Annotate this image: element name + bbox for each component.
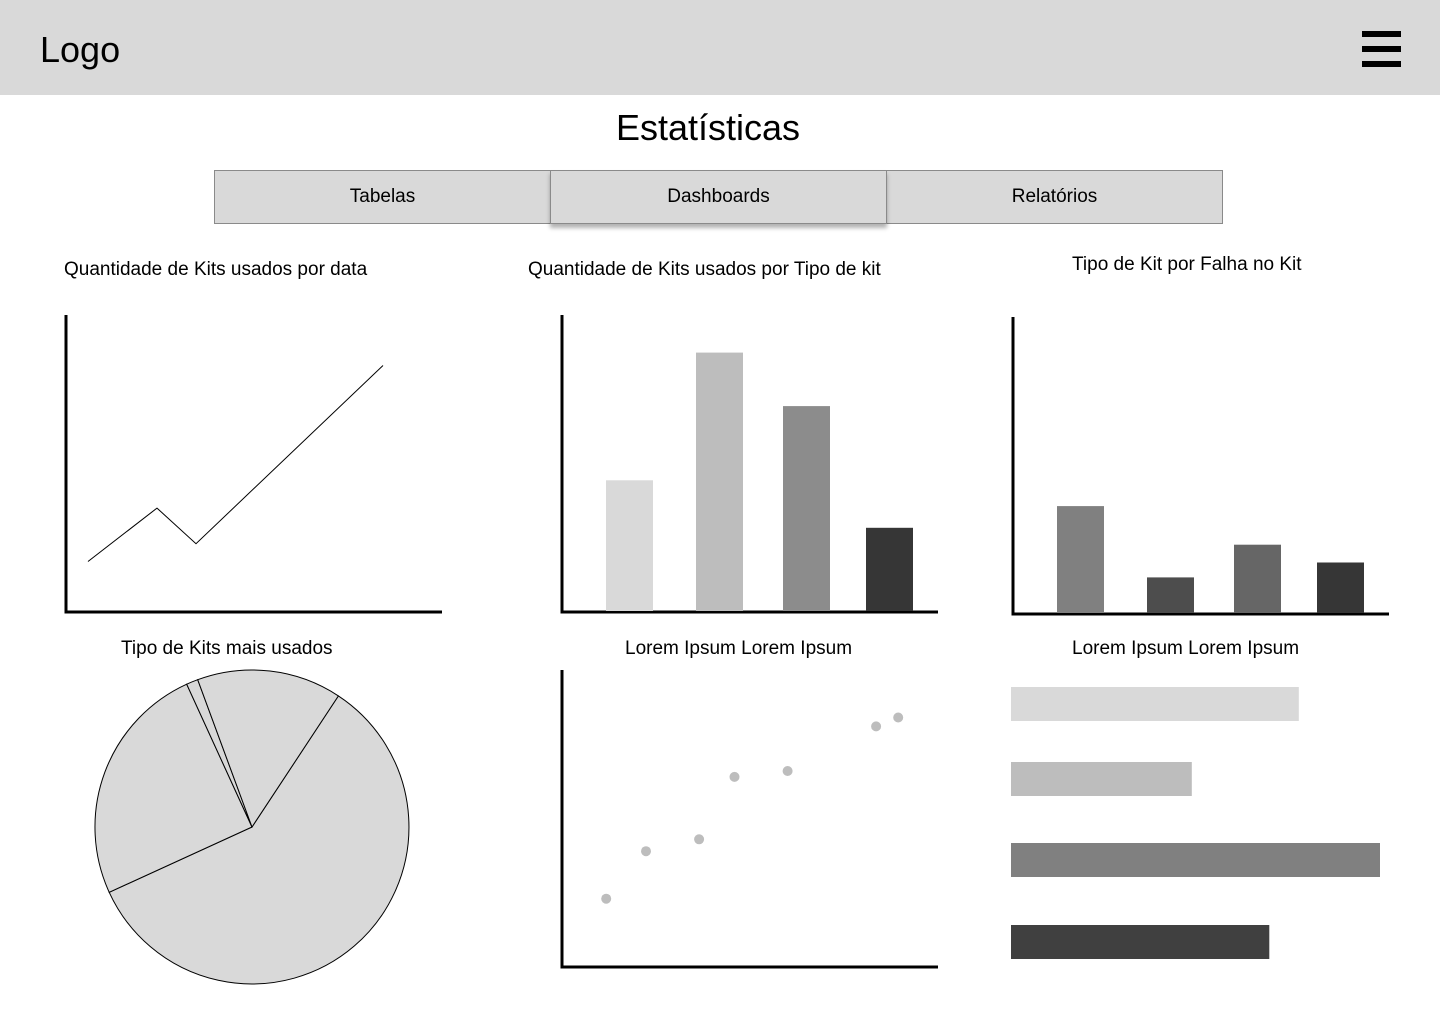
pie-slice-1 bbox=[108, 695, 410, 985]
bar-chart-axes bbox=[560, 315, 938, 614]
kit-type-bar-4 bbox=[866, 527, 913, 611]
bar-chart-title: Quantidade de Kits usados por Tipo de ki… bbox=[528, 259, 881, 280]
hbar-4 bbox=[1011, 925, 1270, 959]
scatter-point-4 bbox=[729, 771, 740, 782]
hbar-chart-plot bbox=[1011, 687, 1380, 959]
hamburger-menu-icon[interactable] bbox=[1362, 31, 1401, 67]
kit-type-bar-3 bbox=[783, 406, 830, 611]
menu-line-bottom bbox=[1362, 61, 1401, 67]
line-chart-title: Quantidade de Kits usados por data bbox=[64, 259, 368, 280]
line-chart-axes bbox=[64, 315, 442, 614]
pie-slice-4 bbox=[197, 669, 340, 829]
header-bar: Logo bbox=[0, 0, 1440, 95]
tab-bar: Tabelas Dashboards Relatórios bbox=[214, 170, 1223, 224]
tab-relatorios[interactable]: Relatórios bbox=[886, 170, 1223, 224]
bar-chart-plot bbox=[606, 352, 913, 611]
scatter-point-6 bbox=[871, 721, 882, 732]
menu-line-middle bbox=[1362, 46, 1401, 52]
line-chart-plot bbox=[87, 365, 384, 562]
failure-bar-3 bbox=[1234, 544, 1281, 613]
failure-bar-2 bbox=[1147, 577, 1194, 613]
pie-chart-plot bbox=[94, 669, 410, 985]
line-series bbox=[87, 365, 384, 562]
failure-bar-1 bbox=[1057, 506, 1104, 613]
scatter-point-1 bbox=[601, 893, 612, 904]
hbar-2 bbox=[1011, 762, 1192, 796]
scatter-point-2 bbox=[641, 846, 651, 857]
hbar-3 bbox=[1011, 843, 1380, 877]
failure-bar-4 bbox=[1317, 562, 1364, 613]
tab-dashboards[interactable]: Dashboards bbox=[550, 170, 887, 224]
scatter-point-7 bbox=[893, 712, 904, 723]
failure-chart-plot bbox=[1057, 506, 1364, 613]
pie-chart-title: Tipo de Kits mais usados bbox=[121, 638, 333, 659]
scatter-chart-title: Lorem Ipsum Lorem Ipsum bbox=[625, 638, 853, 659]
hbar-1 bbox=[1011, 687, 1299, 721]
scatter-point-5 bbox=[782, 766, 793, 776]
scatter-chart-plot bbox=[601, 712, 904, 904]
kit-type-bar-2 bbox=[696, 352, 743, 611]
scatter-chart-axes bbox=[560, 670, 938, 969]
menu-line-top bbox=[1362, 31, 1401, 37]
logo[interactable]: Logo bbox=[40, 29, 121, 70]
pie-slice-2 bbox=[94, 683, 253, 893]
tab-tabelas[interactable]: Tabelas bbox=[214, 170, 551, 224]
scatter-point-3 bbox=[694, 834, 705, 845]
kit-type-bar-1 bbox=[606, 480, 653, 611]
failure-chart-title: Tipo de Kit por Falha no Kit bbox=[1072, 254, 1302, 275]
failure-chart-axes bbox=[1011, 317, 1389, 616]
page-title: Estatísticas bbox=[615, 107, 801, 148]
hbar-chart-title: Lorem Ipsum Lorem Ipsum bbox=[1072, 638, 1300, 659]
